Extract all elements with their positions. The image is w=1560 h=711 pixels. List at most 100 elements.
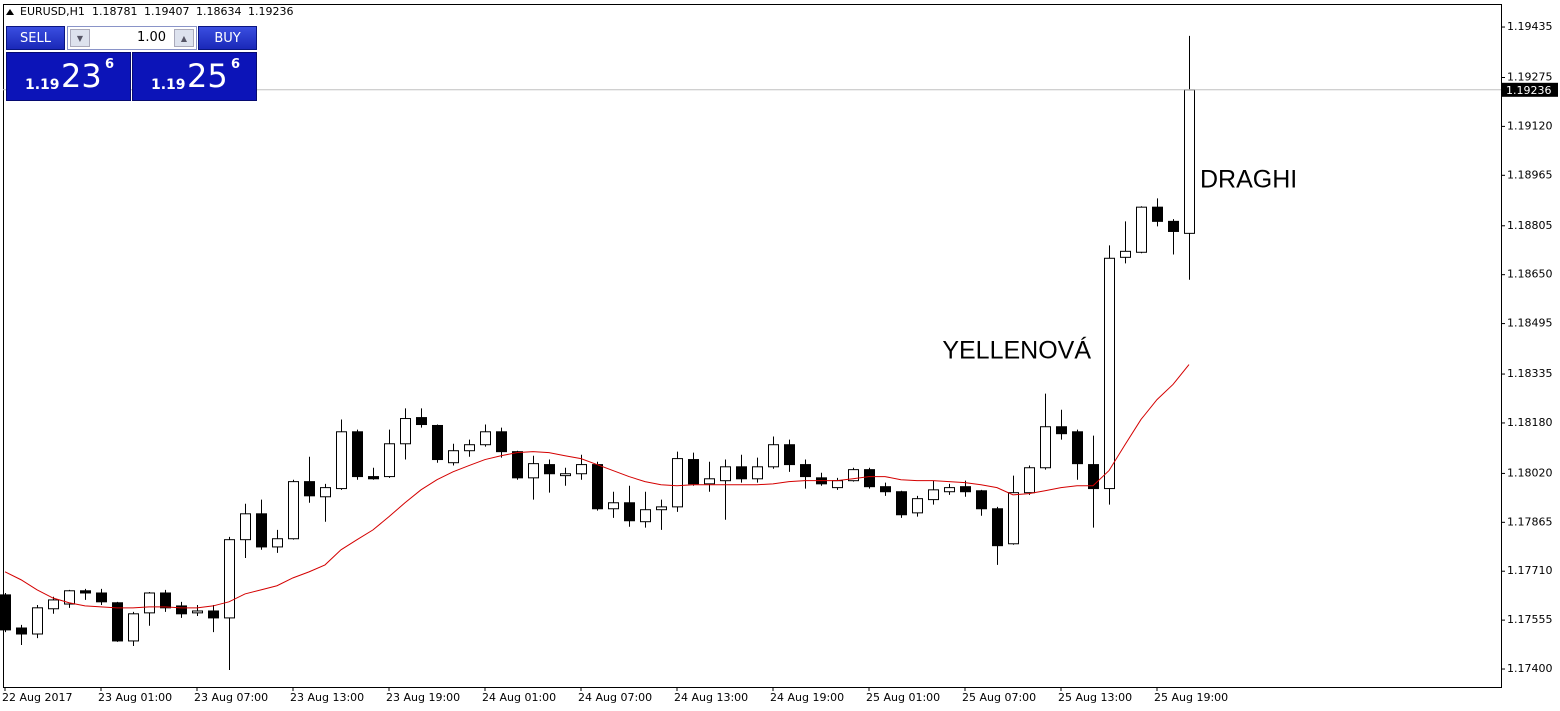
candle-body (288, 481, 299, 540)
candle-body (880, 486, 891, 493)
candle-body (256, 513, 267, 548)
price-big: 1.19 (151, 77, 186, 93)
price-point: 6 (231, 57, 241, 72)
candle-body (1136, 206, 1147, 253)
candle-body (1152, 206, 1163, 222)
header-close: 1.19236 (248, 5, 294, 18)
candle-body (720, 466, 731, 482)
candle-body (800, 464, 811, 478)
candle-body (512, 451, 523, 479)
y-tick-label: 1.17710 (1507, 564, 1553, 577)
candle-body (592, 464, 603, 510)
candle-body (848, 469, 859, 482)
candle-body (912, 498, 923, 514)
candle-body (16, 627, 27, 635)
y-tick-label: 1.18180 (1507, 416, 1553, 429)
candle-body (560, 473, 571, 477)
candle-body (1088, 464, 1099, 490)
candle-body (1008, 492, 1019, 545)
y-tick-label: 1.18805 (1507, 219, 1553, 232)
candle-body (384, 443, 395, 478)
sell-price[interactable]: 1.19 23 6 (6, 52, 131, 101)
candle-body (80, 590, 91, 594)
candle-body (368, 476, 379, 480)
candle-body (544, 464, 555, 475)
candle-body (128, 613, 139, 642)
x-tick-label: 24 Aug 07:00 (578, 691, 652, 704)
plot-frame (3, 4, 1502, 688)
candle-body (176, 605, 187, 615)
y-tick-label: 1.18020 (1507, 466, 1553, 479)
y-tick-label: 1.17865 (1507, 515, 1553, 528)
candle-body (576, 464, 587, 475)
x-tick-label: 24 Aug 13:00 (674, 691, 748, 704)
candle-body (1056, 426, 1067, 435)
candle-body (960, 486, 971, 493)
candle-body (352, 431, 363, 478)
moving-average (4, 364, 1190, 609)
candle-body (784, 444, 795, 466)
lot-field[interactable]: ▼ 1.00 ▲ (67, 26, 197, 50)
candle-body (704, 478, 715, 485)
candle-body (752, 466, 763, 480)
y-tick-label: 1.18650 (1507, 268, 1553, 281)
x-tick-label: 25 Aug 19:00 (1154, 691, 1228, 704)
price-big: 1.19 (25, 77, 60, 93)
candle-body (1168, 220, 1179, 232)
buy-button[interactable]: BUY (198, 26, 257, 50)
y-tick-label: 1.18495 (1507, 317, 1553, 330)
annotation: DRAGHI (1200, 166, 1297, 194)
lot-value: 1.00 (137, 30, 166, 45)
candle-body (32, 607, 43, 635)
symbol: EURUSD,H1 (20, 5, 85, 18)
candle-body (240, 513, 251, 541)
candle-body (944, 487, 955, 493)
x-tick-label: 23 Aug 19:00 (386, 691, 460, 704)
candle-body (48, 599, 59, 610)
price-label: 1.19236 (1506, 84, 1552, 97)
y-tick-label: 1.19120 (1507, 119, 1553, 132)
candle-body (832, 480, 843, 489)
x-tick-label: 25 Aug 13:00 (1058, 691, 1132, 704)
x-tick-label: 25 Aug 07:00 (962, 691, 1036, 704)
candle-body (304, 481, 315, 497)
sell-button[interactable]: SELL (6, 26, 65, 50)
candle-body (1024, 467, 1035, 494)
x-tick-label: 23 Aug 01:00 (98, 691, 172, 704)
candle-body (896, 491, 907, 516)
candle-body (928, 489, 939, 501)
candle-body (1040, 426, 1051, 469)
y-tick-label: 1.19275 (1507, 71, 1553, 84)
y-tick-label: 1.19435 (1507, 20, 1553, 33)
candle-body (976, 490, 987, 510)
collapse-icon (6, 9, 14, 15)
candle-body (160, 592, 171, 609)
buy-price[interactable]: 1.19 25 6 (132, 52, 257, 101)
x-tick-label: 24 Aug 19:00 (770, 691, 844, 704)
header-low: 1.18634 (196, 5, 242, 18)
candle-body (1120, 250, 1131, 258)
y-tick-label: 1.17400 (1507, 662, 1553, 675)
x-tick-label: 22 Aug 2017 (2, 691, 72, 704)
candle-body (736, 466, 747, 480)
candle-body (416, 417, 427, 426)
y-tick-label: 1.18965 (1507, 168, 1553, 181)
candle-body (192, 610, 203, 614)
annotation: YELLENOVÁ (942, 336, 1091, 365)
candle-body (272, 538, 283, 548)
candle-body (1072, 431, 1083, 465)
candle-body (672, 458, 683, 508)
y-tick-label: 1.17555 (1507, 613, 1553, 626)
lot-down[interactable]: ▼ (70, 29, 90, 47)
candle-body (336, 431, 347, 490)
candle-body (208, 610, 219, 619)
lot-up[interactable]: ▲ (174, 29, 194, 47)
candle-body (432, 424, 443, 461)
candle-body (992, 508, 1003, 547)
candle-body (0, 594, 11, 631)
candle-body (656, 506, 667, 511)
x-tick-label: 23 Aug 07:00 (194, 691, 268, 704)
candle-body (864, 469, 875, 488)
